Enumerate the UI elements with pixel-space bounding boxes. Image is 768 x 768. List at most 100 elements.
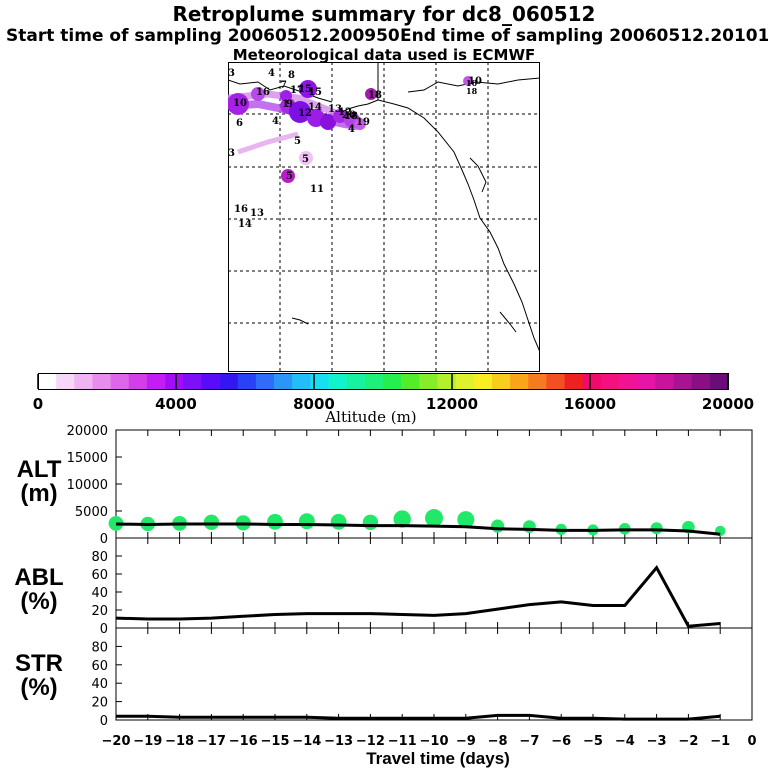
map-point-label: 7 [280, 80, 287, 91]
colorbar-cell [274, 374, 293, 389]
timeseries-plots: 0 5000 10000 15000 20000 0 20 40 60 80 0 20 40 60 80 −… [67, 424, 757, 768]
colorbar-tick-label: 0 [33, 395, 43, 413]
y-tick-label: 40 [91, 677, 108, 692]
x-tick-label: −2 [678, 734, 698, 749]
y-tick-label: 0 [100, 622, 108, 637]
map-offscreen-label: 10 [466, 78, 478, 88]
map-point-label: 4 [272, 116, 279, 127]
alt-dot [523, 520, 536, 534]
x-tick-label: −11 [388, 734, 417, 749]
start-time-label: Start time of sampling 20060512.200950 [6, 26, 400, 46]
colorbar-cell [328, 374, 347, 389]
colorbar-tick-label: 16000 [564, 395, 616, 413]
map-point-label: 16 [234, 204, 248, 215]
abl-panel-label: ABL (%) [4, 566, 74, 614]
alt-dot [393, 510, 411, 528]
y-tick-label: 80 [91, 640, 108, 655]
alt-dot [298, 513, 315, 530]
map-point-label: 3 [228, 148, 235, 159]
str-label-line1: STR [15, 650, 63, 677]
y-tick-label: 20000 [67, 424, 108, 439]
map-point-label: 5 [294, 136, 301, 147]
x-axis-title: Travel time (days) [366, 749, 510, 768]
colorbar-tick-label: 8000 [293, 395, 335, 413]
colorbar-cell [419, 374, 438, 389]
colorbar-cell [56, 374, 75, 389]
map-offscreen-label: 18 [466, 86, 478, 96]
x-tick-label: −3 [647, 734, 667, 749]
colorbar-cell [201, 374, 220, 389]
map-point-label: 13 [328, 104, 342, 115]
colorbar-cell [219, 374, 239, 389]
map-point-label: 14 [238, 219, 252, 230]
alt-dot [491, 519, 505, 533]
x-tick-label: −9 [456, 734, 476, 749]
colorbar-cell [473, 374, 493, 389]
colorbar-title: Altitude (m) [324, 408, 416, 426]
colorbar-cell [165, 374, 184, 389]
colorbar-cell [600, 374, 620, 389]
y-tick-label: 60 [91, 568, 108, 583]
x-tick-label: −13 [324, 734, 353, 749]
y-tick-label: 80 [91, 550, 108, 565]
met-data-label: Meteorological data used is ECMWF [232, 46, 536, 64]
colorbar-cell [74, 374, 93, 389]
colorbar-cell [255, 374, 275, 389]
x-tick-label: −7 [519, 734, 539, 749]
map-point-label: 4 [268, 68, 275, 79]
colorbar-cell [310, 374, 329, 389]
x-tick-label: −12 [356, 734, 385, 749]
alt-dot [203, 514, 220, 531]
map-point-label: 16 [256, 87, 270, 98]
map-point-label: 9 [286, 99, 293, 110]
colorbar-cell [491, 374, 511, 389]
colorbar-cell [691, 374, 711, 389]
colorbar-cell [292, 374, 311, 389]
colorbar-tick-label: 20000 [702, 395, 754, 413]
x-tick-label: −5 [583, 734, 603, 749]
y-tick-label: 10000 [67, 478, 108, 493]
colorbar-cell [655, 374, 674, 389]
y-tick-label: 5000 [75, 505, 108, 520]
x-tick-label: −19 [133, 734, 162, 749]
colorbar-cell [709, 374, 729, 389]
series-line [116, 713, 721, 721]
map-point-label: 13 [250, 208, 264, 219]
colorbar-cell [455, 374, 475, 389]
map-point-label: 1 [282, 99, 289, 110]
colorbar-cell [546, 374, 565, 389]
colorbar-cell [437, 374, 456, 389]
map-point-label: 17 [290, 85, 304, 96]
alt-dot [362, 514, 379, 531]
y-tick-label: 0 [100, 532, 108, 547]
colorbar-tick-label: 4000 [155, 395, 197, 413]
colorbar-cell [510, 374, 529, 389]
y-tick-label: 20 [91, 696, 108, 711]
x-tick-label: −6 [551, 734, 571, 749]
map-point-label: 10 [468, 76, 482, 87]
end-time-label: End time of sampling 20060512.201011 [400, 26, 768, 46]
colorbar-cell [346, 374, 366, 389]
map-point-label: 20 [342, 110, 356, 121]
alt-dot [425, 509, 443, 528]
colorbar-cell [637, 374, 656, 389]
y-tick-label: 0 [100, 714, 108, 729]
colorbar-cell [146, 374, 166, 389]
map-point-label: 15 [298, 84, 312, 95]
x-tick-label: −18 [165, 734, 194, 749]
panel-alt: 0 5000 10000 15000 20000 [67, 424, 753, 547]
altitude-colorbar: 0 4000 8000 12000 16000 20000 Altitude (m) [33, 373, 754, 426]
alt-label-line2: (m) [20, 480, 58, 507]
map-point-label: 10 [233, 98, 247, 109]
panel-str: 0 20 40 60 80 [91, 627, 753, 729]
x-tick-label: −8 [488, 734, 508, 749]
alt-dot [457, 511, 475, 529]
map-point-label: 18 [368, 90, 382, 101]
map-point-label: 14 [308, 102, 322, 113]
colorbar-cell [401, 374, 420, 389]
map-point-label: 8 [288, 70, 295, 81]
colorbar-tick-label: 12000 [426, 395, 478, 413]
colorbar-cell [237, 374, 257, 389]
colorbar-cell [383, 374, 402, 389]
